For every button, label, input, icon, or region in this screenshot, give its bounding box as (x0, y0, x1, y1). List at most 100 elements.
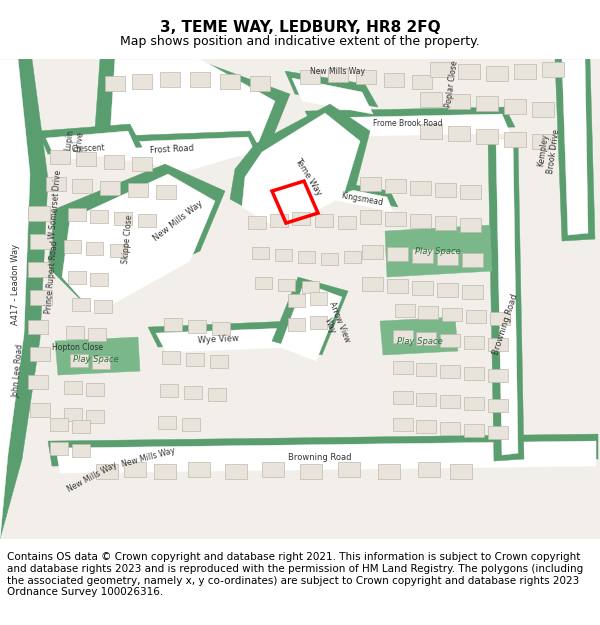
Bar (30, 347, 50, 361)
Bar (30, 403, 50, 417)
Bar (92, 356, 110, 369)
Bar (28, 206, 50, 221)
Bar (338, 462, 360, 477)
Bar (395, 304, 415, 317)
Bar (104, 155, 124, 169)
Bar (416, 420, 436, 433)
Bar (138, 214, 156, 227)
Text: Contains OS data © Crown copyright and database right 2021. This information is : Contains OS data © Crown copyright and d… (7, 552, 583, 598)
Bar (68, 208, 86, 221)
Bar (450, 464, 472, 479)
Bar (448, 94, 470, 109)
Polygon shape (0, 59, 30, 539)
Text: Prince Rupert Road: Prince Rupert Road (44, 240, 59, 314)
Bar (160, 72, 180, 87)
Bar (418, 462, 440, 477)
Bar (464, 367, 484, 380)
Text: John Lee Road: John Lee Road (11, 344, 25, 398)
Bar (310, 316, 327, 329)
Bar (488, 426, 508, 439)
Bar (532, 102, 554, 117)
Bar (532, 134, 554, 149)
Text: Wye View: Wye View (197, 334, 239, 344)
Bar (315, 214, 333, 227)
Polygon shape (48, 164, 225, 304)
Text: New Mills Way: New Mills Way (65, 460, 118, 494)
Bar (486, 66, 508, 81)
Text: Poplar Close: Poplar Close (444, 60, 460, 108)
Bar (262, 462, 284, 477)
Bar (250, 76, 270, 91)
Bar (464, 336, 484, 349)
Bar (124, 462, 146, 477)
Bar (435, 216, 456, 230)
Bar (328, 68, 348, 82)
Bar (356, 70, 376, 84)
Polygon shape (62, 174, 215, 314)
Bar (66, 326, 84, 339)
Bar (28, 375, 48, 389)
Bar (72, 444, 90, 457)
Bar (440, 365, 460, 378)
Bar (393, 391, 413, 404)
Bar (94, 300, 112, 313)
Bar (514, 64, 536, 79)
Bar (64, 240, 81, 253)
Bar (385, 179, 406, 193)
Bar (542, 62, 564, 77)
Bar (132, 74, 152, 89)
Bar (278, 279, 295, 291)
Bar (504, 99, 526, 114)
Bar (72, 298, 90, 311)
Bar (100, 181, 120, 195)
Bar (162, 351, 180, 364)
Bar (387, 247, 408, 261)
Bar (321, 253, 338, 265)
Bar (387, 279, 408, 293)
Bar (440, 395, 460, 408)
Polygon shape (156, 328, 298, 352)
Bar (488, 369, 508, 382)
Polygon shape (380, 317, 458, 355)
Bar (248, 216, 266, 229)
Bar (132, 157, 152, 171)
Bar (225, 464, 247, 479)
Bar (393, 361, 413, 374)
Bar (158, 416, 176, 429)
Polygon shape (110, 59, 275, 176)
Bar (442, 308, 462, 321)
Bar (288, 318, 305, 331)
Polygon shape (313, 114, 510, 137)
Bar (418, 306, 438, 319)
Bar (190, 72, 210, 87)
Bar (488, 338, 508, 351)
Polygon shape (95, 59, 290, 169)
Polygon shape (285, 71, 378, 107)
Polygon shape (562, 59, 588, 235)
Polygon shape (90, 131, 260, 155)
Text: Map shows position and indicative extent of the property.: Map shows position and indicative extent… (120, 35, 480, 48)
Text: Browning Road: Browning Road (492, 292, 520, 356)
Polygon shape (55, 337, 140, 375)
Bar (220, 74, 240, 89)
Bar (28, 320, 48, 334)
Polygon shape (48, 434, 598, 466)
Text: Play Space: Play Space (415, 246, 461, 256)
Bar (300, 464, 322, 479)
Text: W Somerset Drive: W Somerset Drive (49, 169, 64, 239)
Bar (462, 253, 483, 267)
Bar (212, 322, 230, 335)
Bar (28, 262, 50, 277)
Polygon shape (38, 124, 142, 154)
Bar (420, 92, 442, 107)
Text: Browning Road: Browning Road (288, 452, 352, 461)
Bar (440, 422, 460, 435)
Polygon shape (98, 137, 256, 161)
Bar (110, 244, 127, 257)
Bar (90, 210, 108, 223)
Bar (86, 383, 104, 396)
Text: Crescent: Crescent (71, 144, 105, 154)
Polygon shape (496, 139, 518, 455)
Text: Skippe Close: Skippe Close (121, 214, 134, 264)
Bar (105, 76, 125, 91)
